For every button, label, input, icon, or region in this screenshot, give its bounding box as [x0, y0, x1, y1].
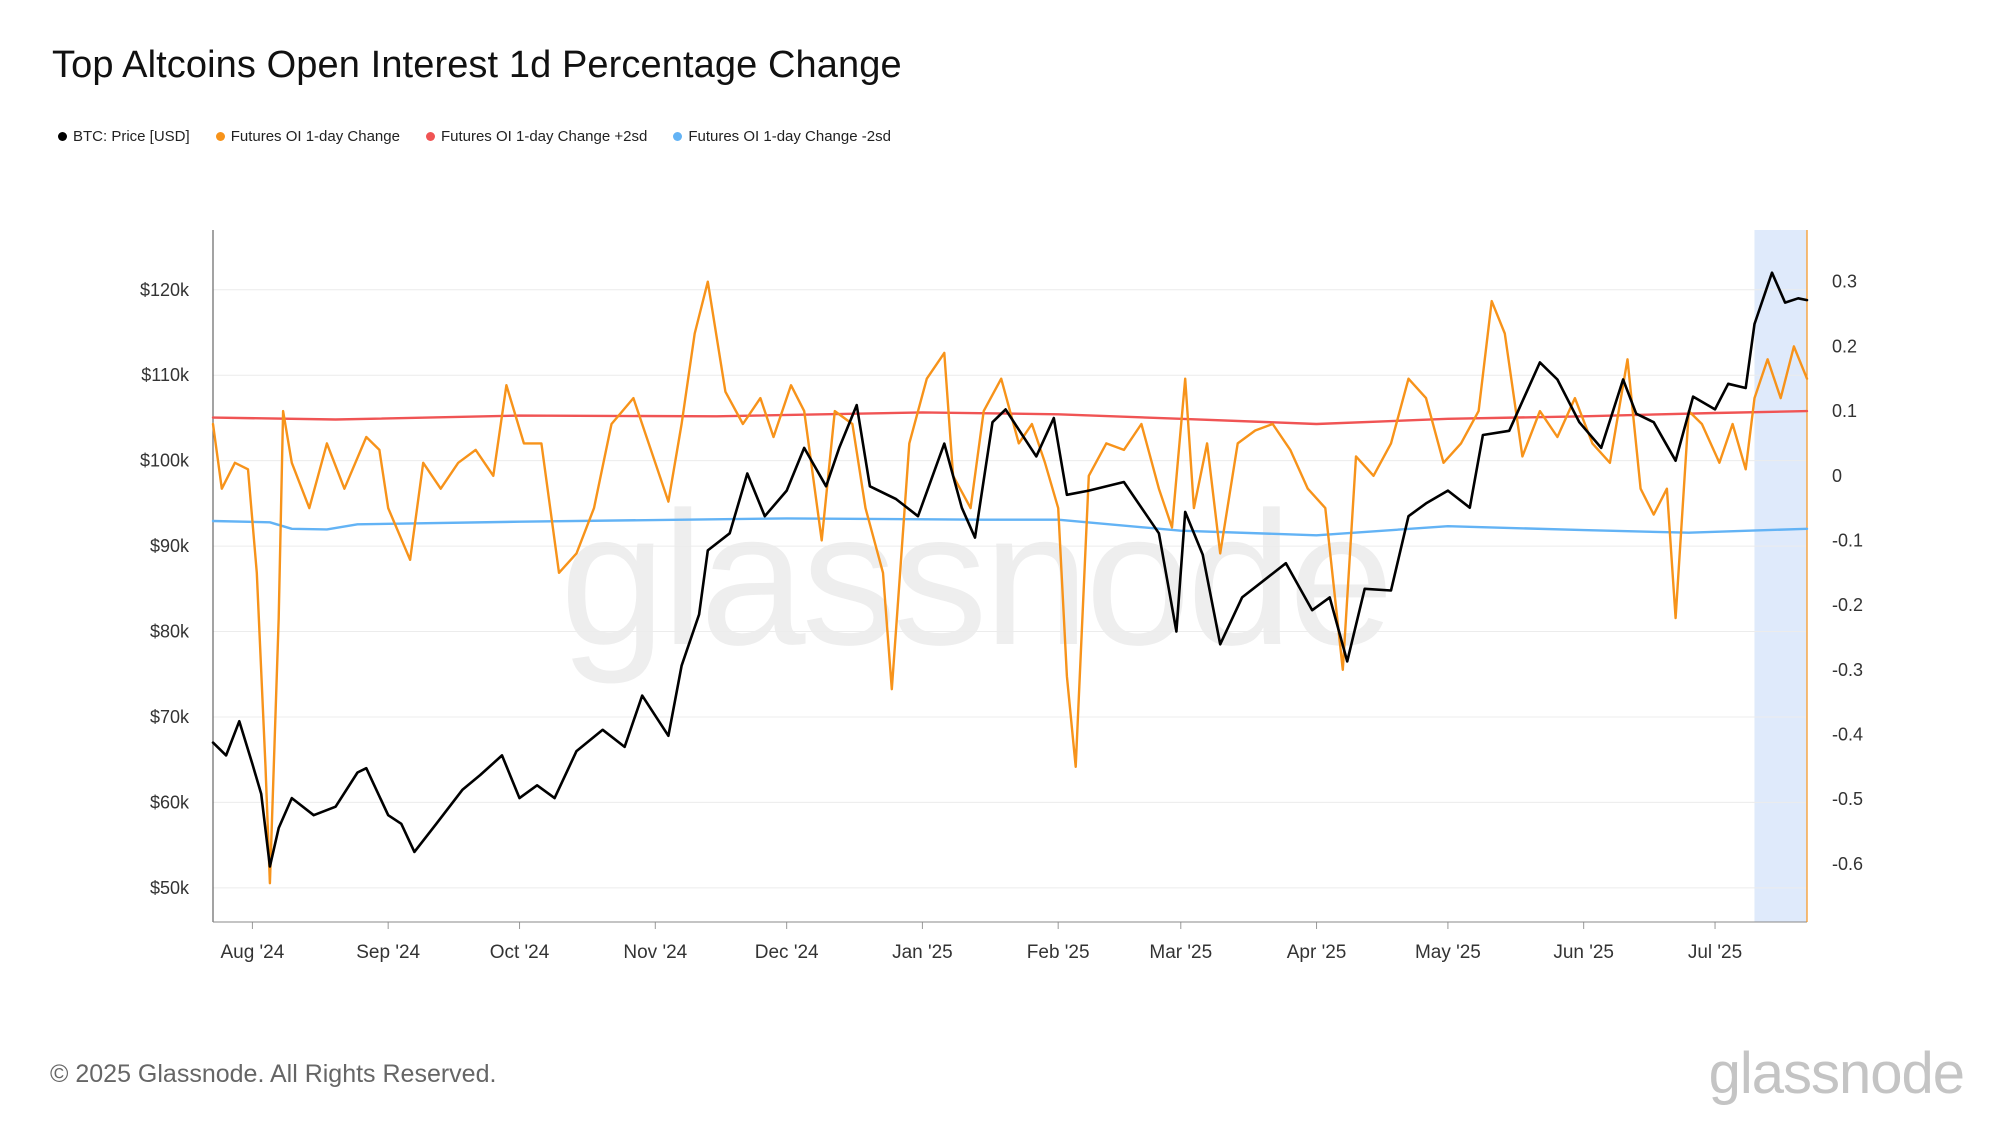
y-left-tick-label: $110k	[141, 365, 190, 385]
y-left-tick-label: $80k	[150, 622, 190, 642]
y-left-tick-label: $60k	[150, 792, 190, 812]
y-left-tick-label: $120k	[140, 280, 190, 300]
y-left-tick-label: $90k	[150, 536, 190, 556]
x-tick-label: Nov '24	[623, 942, 687, 963]
legend-item-oi-change[interactable]: Futures OI 1-day Change	[215, 128, 400, 145]
legend-label-oi-plus-2sd: Futures OI 1-day Change +2sd	[440, 128, 648, 145]
y-right-tick-label: -0.6	[1832, 854, 1863, 874]
copyright-text: © 2025 Glassnode. All Rights Reserved.	[50, 1060, 497, 1088]
y-right-tick-label: -0.2	[1832, 595, 1863, 615]
legend-dot-oi-minus-2sd	[673, 132, 683, 141]
x-tick-label: Jan '25	[892, 942, 953, 963]
brand-logo: glassnode	[1708, 1041, 1965, 1106]
legend-dot-btc-price	[58, 132, 67, 141]
y-right-tick-label: 0.2	[1832, 336, 1857, 356]
y-left-tick-label: $70k	[150, 707, 190, 727]
y-left-tick-label: $100k	[140, 451, 190, 471]
highlight-band	[1754, 230, 1807, 922]
x-tick-label: Sep '24	[356, 942, 420, 963]
legend-label-oi-change: Futures OI 1-day Change	[230, 128, 400, 145]
series-line-3	[211, 517, 1809, 537]
legend-label-btc-price: BTC: Price [USD]	[73, 128, 190, 145]
y-right-tick-label: -0.5	[1832, 789, 1863, 809]
x-tick-label: May '25	[1415, 942, 1481, 963]
x-tick-label: Jul '25	[1688, 942, 1742, 963]
chart-title: Top Altcoins Open Interest 1d Percentage…	[52, 44, 902, 86]
y-right-tick-label: -0.3	[1832, 660, 1863, 680]
x-tick-label: Mar '25	[1149, 942, 1212, 963]
legend-label-oi-minus-2sd: Futures OI 1-day Change -2sd	[688, 128, 891, 145]
series-line-1	[211, 280, 1809, 885]
y-right-tick-label: 0.1	[1832, 401, 1857, 421]
x-tick-label: Dec '24	[755, 942, 819, 963]
series-line-0	[211, 271, 1809, 868]
legend: BTC: Price [USD] Futures OI 1-day Change…	[58, 128, 891, 145]
y-right-tick-label: -0.4	[1832, 724, 1863, 744]
x-tick-label: Aug '24	[220, 942, 284, 963]
y-right-tick-label: -0.1	[1832, 530, 1863, 550]
legend-dot-oi-plus-2sd	[425, 132, 435, 141]
legend-dot-oi-change	[215, 132, 225, 141]
x-tick-label: Apr '25	[1287, 942, 1347, 963]
series-line-2	[211, 409, 1809, 426]
x-tick-label: Feb '25	[1027, 942, 1090, 963]
y-right-tick-label: 0	[1832, 466, 1842, 486]
legend-item-btc-price[interactable]: BTC: Price [USD]	[58, 128, 190, 145]
legend-item-oi-plus-2sd[interactable]: Futures OI 1-day Change +2sd	[425, 128, 648, 145]
y-right-tick-label: 0.3	[1832, 272, 1857, 292]
x-tick-label: Jun '25	[1553, 942, 1614, 963]
legend-item-oi-minus-2sd[interactable]: Futures OI 1-day Change -2sd	[673, 128, 891, 145]
x-tick-label: Oct '24	[490, 942, 550, 963]
watermark: glassnode	[560, 473, 1394, 685]
y-left-tick-label: $50k	[150, 878, 190, 898]
